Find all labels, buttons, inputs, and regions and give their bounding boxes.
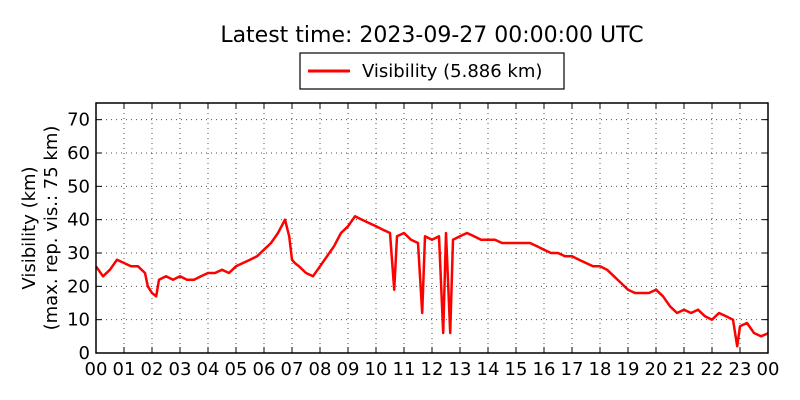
x-tick-label: 12	[421, 359, 444, 380]
y-tick-label: 60	[67, 143, 90, 164]
x-tick-label: 23	[729, 359, 752, 380]
x-tick-label: 07	[281, 359, 304, 380]
x-tick-label: 02	[141, 359, 164, 380]
x-tick-label: 22	[701, 359, 724, 380]
y-axis-label: Visibility (km)	[19, 166, 40, 289]
y-tick-label: 50	[67, 176, 90, 197]
x-tick-label: 10	[365, 359, 388, 380]
x-tick-label: 09	[337, 359, 360, 380]
y-tick-label: 70	[67, 110, 90, 131]
x-tick-label: 11	[393, 359, 416, 380]
x-tick-label: 19	[617, 359, 640, 380]
x-tick-label: 03	[169, 359, 192, 380]
x-tick-label: 13	[449, 359, 472, 380]
series-line-visibility	[94, 215, 769, 348]
y-tick-label: 30	[67, 243, 90, 264]
x-tick-label: 06	[253, 359, 276, 380]
plot-frame	[95, 102, 769, 354]
y-tick-label: 0	[79, 343, 90, 364]
x-tick-label: 21	[673, 359, 696, 380]
x-tick-label: 01	[113, 359, 136, 380]
x-tick-label: 00	[85, 359, 108, 380]
x-tick-label: 17	[561, 359, 584, 380]
x-tick-label: 00	[757, 359, 780, 380]
series-layer	[94, 215, 769, 348]
x-tick-label: 08	[309, 359, 332, 380]
y-tick-label: 20	[67, 276, 90, 297]
x-tick-label: 05	[225, 359, 248, 380]
grid	[96, 103, 768, 353]
x-tick-label: 20	[645, 359, 668, 380]
x-tick-label: 14	[477, 359, 500, 380]
y-tick-label: 40	[67, 210, 90, 231]
x-tick-label: 16	[533, 359, 556, 380]
chart-title: Latest time: 2023-09-27 00:00:00 UTC	[220, 23, 643, 48]
legend-label: Visibility (5.886 km)	[362, 61, 542, 82]
x-tick-label: 04	[197, 359, 220, 380]
legend: Visibility (5.886 km)	[299, 52, 565, 90]
y-tick-label: 10	[67, 310, 90, 331]
y-axis-label-secondary: (max. rep. vis.: 75 km)	[41, 126, 62, 331]
x-tick-label: 15	[505, 359, 528, 380]
x-tick-label: 18	[589, 359, 612, 380]
